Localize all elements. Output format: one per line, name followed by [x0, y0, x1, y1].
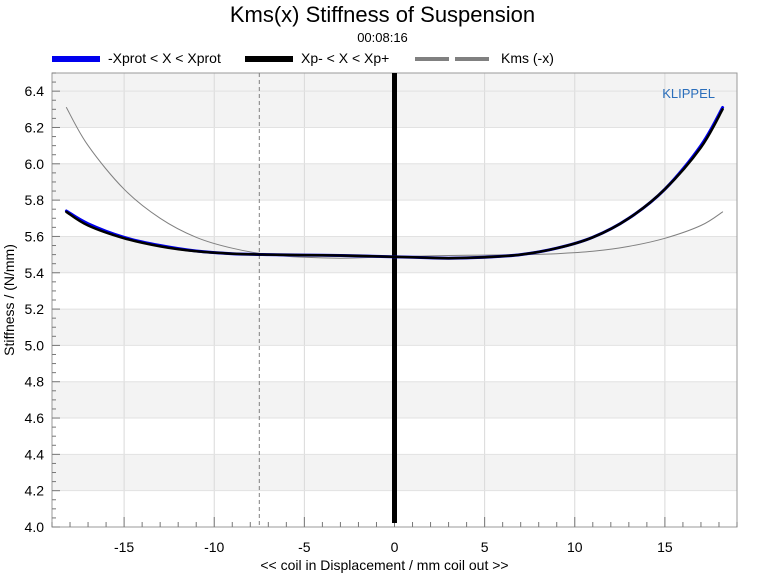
- x-tick-label: 0: [391, 539, 399, 555]
- y-axis-label: Stiffness / (N/mm): [1, 244, 17, 356]
- y-tick-label: 5.0: [25, 337, 45, 353]
- y-tick-label: 4.4: [25, 446, 45, 462]
- y-tick-label: 6.2: [25, 119, 45, 135]
- y-tick-label: 4.0: [25, 519, 45, 535]
- x-tick-label: -5: [298, 539, 311, 555]
- legend-swatch-xprot: [52, 56, 100, 63]
- x-tick-label: 10: [567, 539, 583, 555]
- y-tick-label: 5.8: [25, 192, 45, 208]
- legend-item-xprot: -Xprot < X < Xprot: [52, 50, 221, 66]
- legend-item-xp: Xp- < X < Xp+: [245, 50, 389, 66]
- y-tick-label: 4.8: [25, 374, 45, 390]
- legend-label-xp: Xp- < X < Xp+: [301, 50, 390, 66]
- x-tick-label: 15: [657, 539, 673, 555]
- chart-subtitle: 00:08:16: [357, 30, 408, 45]
- y-tick-label: 5.4: [25, 265, 45, 281]
- y-tick-label: 5.2: [25, 301, 45, 317]
- y-tick-label: 5.6: [25, 228, 45, 244]
- legend-swatch-xp: [245, 56, 293, 63]
- legend-label-kms-mirror: Kms (-x): [501, 50, 554, 66]
- y-tick-label: 4.6: [25, 410, 45, 426]
- legend-item-kms-mirror: Kms (-x): [415, 50, 554, 66]
- legend-label-xprot: -Xprot < X < Xprot: [108, 50, 221, 66]
- y-tick-label: 6.0: [25, 156, 45, 172]
- x-tick-label: -10: [204, 539, 224, 555]
- chart-title: Kms(x) Stiffness of Suspension: [229, 2, 536, 27]
- series-xp-line: [65, 108, 724, 260]
- legend-swatch-kms-mirror: [415, 57, 493, 62]
- x-tick-label: -15: [114, 539, 134, 555]
- x-axis-label: << coil in Displacement / mm coil out >>: [260, 557, 508, 573]
- y-tick-label: 4.2: [25, 483, 45, 499]
- x-tick-label: 5: [481, 539, 489, 555]
- y-tick-label: 6.4: [25, 83, 45, 99]
- klippel-watermark: KLIPPEL: [662, 86, 715, 101]
